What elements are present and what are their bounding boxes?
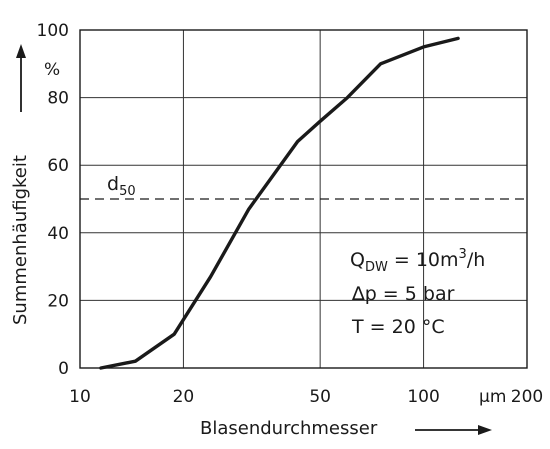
cumulative-distribution-curve (99, 36, 460, 370)
x-tick-label: 50 (309, 387, 331, 407)
temperature-annotation: T = 20 °C (351, 316, 445, 338)
y-tick-label: 100 (37, 21, 69, 41)
x-tick-labels: 10 20 50 100 200 (69, 387, 543, 407)
x-tick-label: 20 (173, 387, 195, 407)
y-tick-label: 60 (47, 156, 69, 176)
d50-label: d50 (107, 173, 136, 199)
y-unit-label: % (44, 60, 60, 80)
y-tick-labels: 0 20 40 60 80 100 (37, 21, 69, 379)
y-axis-arrow-icon (16, 44, 26, 112)
series-layer (99, 36, 460, 370)
flow-rate-annotation: QDW = 10m3/h (350, 247, 485, 275)
y-tick-label: 40 (47, 224, 69, 244)
pressure-annotation: ∆p = 5 bar (351, 283, 455, 305)
x-axis-arrow-icon (415, 425, 492, 435)
y-tick-label: 20 (47, 291, 69, 311)
x-axis-title: Blasendurchmesser (200, 418, 378, 439)
y-tick-label: 80 (47, 89, 69, 109)
y-tick-label: 0 (58, 359, 69, 379)
x-tick-label: 200 (511, 387, 543, 407)
x-tick-label: 100 (407, 387, 439, 407)
y-axis-title: Summenhäufigkeit (10, 155, 31, 325)
x-unit-label: µm (479, 387, 506, 407)
x-tick-label: 10 (69, 387, 91, 407)
